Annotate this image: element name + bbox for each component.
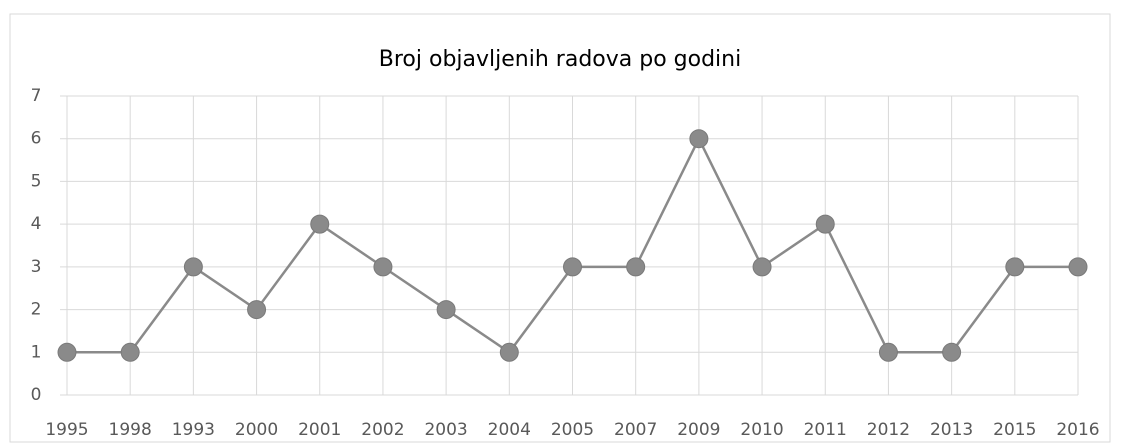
marker [310, 214, 330, 234]
x-tick-label: 2000 [235, 420, 278, 440]
y-tick-label: 1 [31, 342, 42, 362]
x-tick-label: 1995 [45, 420, 88, 440]
x-tick-label: 2002 [361, 420, 404, 440]
x-tick-label: 2005 [551, 420, 594, 440]
marker [942, 342, 962, 362]
x-tick-label: 2010 [740, 420, 783, 440]
x-tick-label: 1998 [109, 420, 152, 440]
y-tick-label: 2 [31, 300, 42, 320]
x-tick-label: 2009 [677, 420, 720, 440]
marker [436, 300, 456, 320]
x-tick-label: 2016 [1056, 420, 1099, 440]
x-tick-label: 2004 [488, 420, 531, 440]
x-tick-label: 2012 [867, 420, 910, 440]
x-tick-label: 2007 [614, 420, 657, 440]
marker [1005, 257, 1025, 277]
x-tick-label: 2001 [298, 420, 341, 440]
marker [183, 257, 203, 277]
y-tick-label: 4 [31, 214, 42, 234]
marker [878, 342, 898, 362]
chart-title: Broj objavljenih radova po godini [379, 47, 741, 72]
marker [373, 257, 393, 277]
x-tick-label: 1993 [172, 420, 215, 440]
y-tick-label: 0 [31, 385, 42, 405]
y-tick-label: 6 [31, 129, 42, 149]
y-tick-label: 5 [31, 171, 42, 191]
marker [247, 300, 267, 320]
marker [1068, 257, 1088, 277]
x-tick-label: 2013 [930, 420, 973, 440]
marker [120, 342, 140, 362]
x-tick-label: 2015 [993, 420, 1036, 440]
marker [57, 342, 77, 362]
y-tick-label: 3 [31, 257, 42, 277]
marker [815, 214, 835, 234]
x-tick-label: 2011 [804, 420, 847, 440]
marker [563, 257, 582, 277]
marker [689, 129, 709, 149]
marker [752, 257, 772, 277]
marker [626, 257, 646, 277]
marker [499, 342, 519, 362]
chart-border [9, 13, 1111, 443]
y-tick-label: 7 [31, 86, 42, 106]
x-tick-label: 2003 [424, 420, 467, 440]
